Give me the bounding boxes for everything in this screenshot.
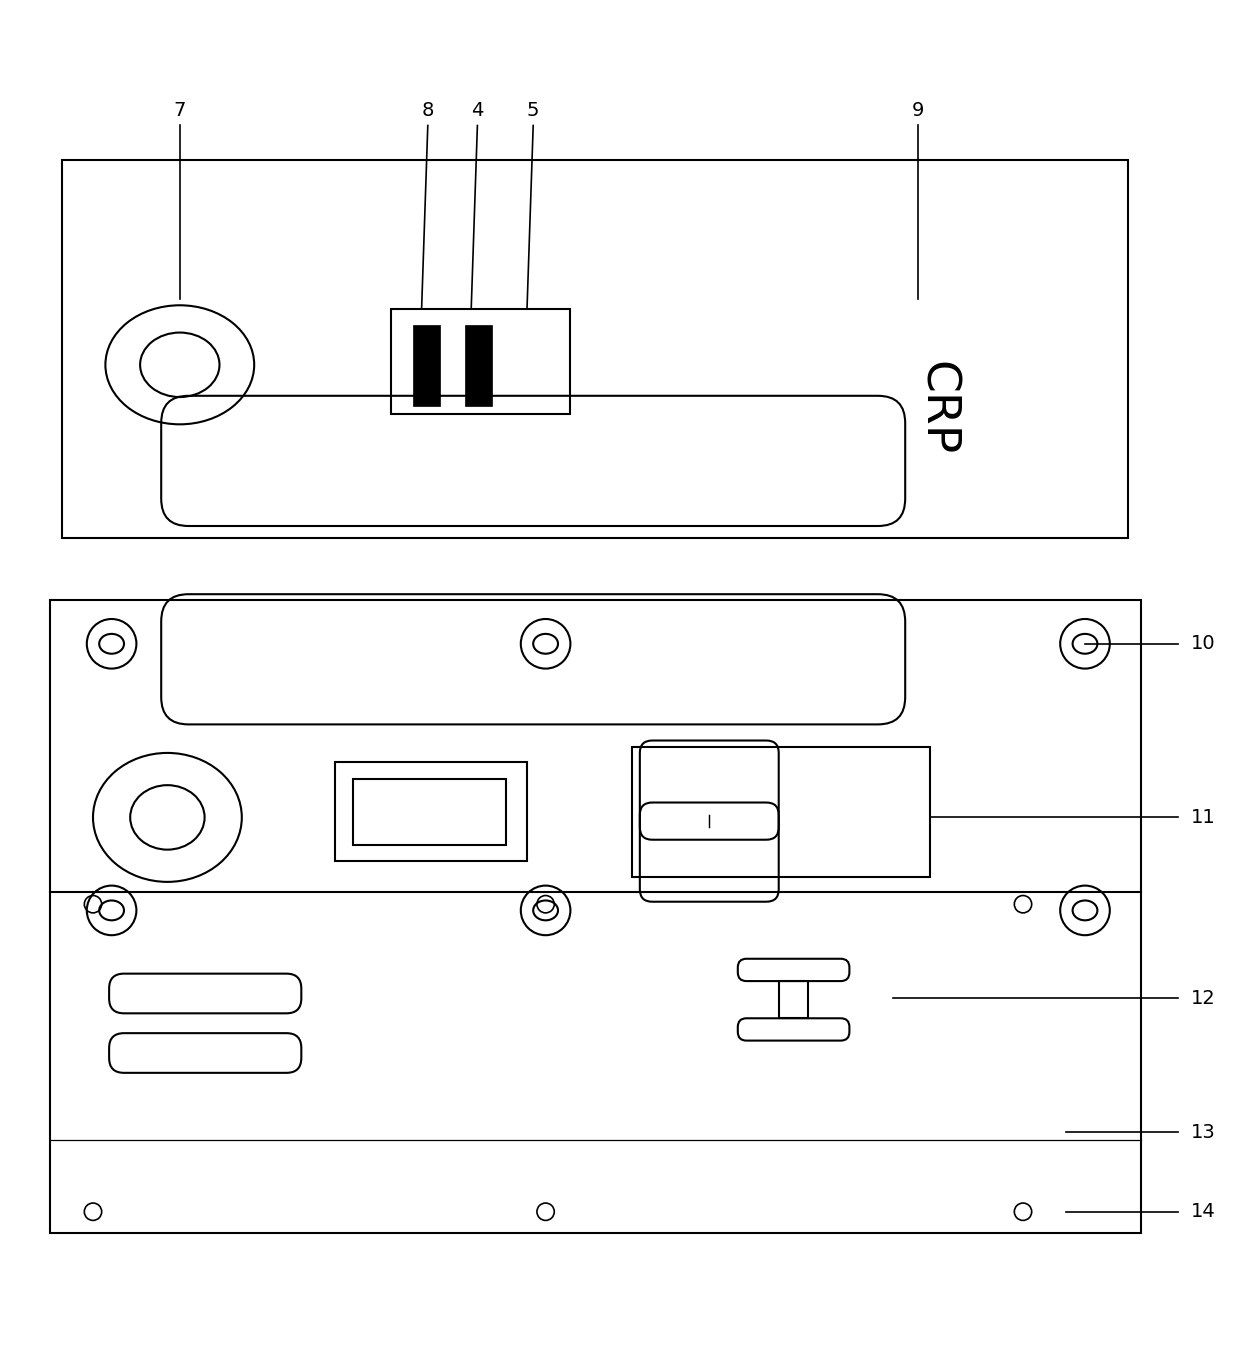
Text: 9: 9 xyxy=(911,101,924,120)
Text: CRP: CRP xyxy=(914,361,959,455)
Bar xyxy=(391,309,570,414)
Bar xyxy=(50,601,1141,1233)
Text: 5: 5 xyxy=(527,101,539,120)
Bar xyxy=(632,746,930,877)
Bar xyxy=(353,779,506,844)
Bar xyxy=(335,761,527,861)
Bar xyxy=(465,326,492,406)
Text: 4: 4 xyxy=(471,101,484,120)
Bar xyxy=(62,161,1128,538)
Bar xyxy=(779,981,808,1019)
Text: 12: 12 xyxy=(1190,989,1215,1008)
Bar xyxy=(413,326,440,406)
Text: 8: 8 xyxy=(422,101,434,120)
Text: 11: 11 xyxy=(1190,808,1215,827)
Text: 7: 7 xyxy=(174,101,186,120)
Text: 10: 10 xyxy=(1190,635,1215,654)
Text: 14: 14 xyxy=(1190,1203,1215,1222)
Text: 13: 13 xyxy=(1190,1122,1215,1141)
